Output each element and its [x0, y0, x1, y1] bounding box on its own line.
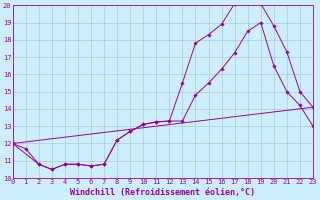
- X-axis label: Windchill (Refroidissement éolien,°C): Windchill (Refroidissement éolien,°C): [70, 188, 255, 197]
